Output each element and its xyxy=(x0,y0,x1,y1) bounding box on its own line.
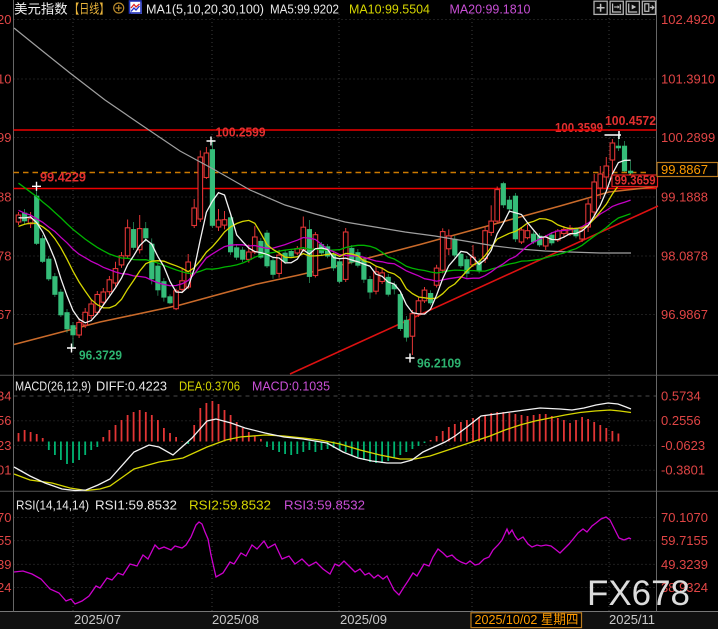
svg-text:RSI2:59.8532: RSI2:59.8532 xyxy=(189,498,271,513)
svg-text:70.1070: 70.1070 xyxy=(0,510,12,525)
svg-text:98.0878: 98.0878 xyxy=(661,249,708,264)
svg-text:99.4229: 99.4229 xyxy=(40,171,86,185)
svg-text:-0.0623: -0.0623 xyxy=(0,438,12,453)
svg-text:102.4920: 102.4920 xyxy=(661,12,715,27)
svg-text:70.1070: 70.1070 xyxy=(661,510,708,525)
svg-text:49.3239: 49.3239 xyxy=(661,557,708,572)
svg-text:98.0878: 98.0878 xyxy=(0,249,12,264)
svg-text:2025/08: 2025/08 xyxy=(212,612,259,627)
svg-text:101.3910: 101.3910 xyxy=(661,72,715,87)
svg-text:0.2556: 0.2556 xyxy=(661,413,701,428)
svg-text:49.3239: 49.3239 xyxy=(0,557,12,572)
svg-text:DEA:0.3706: DEA:0.3706 xyxy=(179,379,240,394)
svg-text:2025/10/02 星期四: 2025/10/02 星期四 xyxy=(475,612,579,627)
svg-text:RSI1:59.8532: RSI1:59.8532 xyxy=(95,498,177,513)
svg-text:99.1888: 99.1888 xyxy=(661,190,708,205)
svg-text:100.2899: 100.2899 xyxy=(661,130,715,145)
svg-text:MA20:99.1810: MA20:99.1810 xyxy=(450,2,531,17)
svg-text:2025/11: 2025/11 xyxy=(609,612,655,627)
svg-text:100.4572: 100.4572 xyxy=(605,114,656,128)
svg-text:MA1(5,10,20,30,100): MA1(5,10,20,30,100) xyxy=(146,2,264,17)
svg-text:100.2599: 100.2599 xyxy=(216,126,266,140)
svg-text:-0.0623: -0.0623 xyxy=(661,438,705,453)
svg-text:FX678: FX678 xyxy=(587,574,690,613)
svg-text:102.4920: 102.4920 xyxy=(0,12,12,27)
svg-text:59.7155: 59.7155 xyxy=(661,533,708,548)
svg-text:RSI(14,14,14): RSI(14,14,14) xyxy=(16,498,89,513)
svg-text:MA5:99.9202: MA5:99.9202 xyxy=(270,2,339,17)
svg-text:96.3729: 96.3729 xyxy=(79,349,122,363)
svg-text:99.3659: 99.3659 xyxy=(615,174,656,188)
svg-text:DIFF:0.4223: DIFF:0.4223 xyxy=(96,379,167,394)
svg-text:2025/09: 2025/09 xyxy=(340,612,387,627)
svg-text:96.2109: 96.2109 xyxy=(417,357,461,371)
svg-text:38.9324: 38.9324 xyxy=(0,580,12,595)
svg-text:100.3599: 100.3599 xyxy=(555,121,603,135)
svg-text:96.9867: 96.9867 xyxy=(661,307,708,322)
svg-text:【日线】: 【日线】 xyxy=(69,2,109,17)
svg-text:101.3910: 101.3910 xyxy=(0,72,12,87)
svg-text:-0.3801: -0.3801 xyxy=(661,463,705,478)
svg-text:MACD(26,12,9): MACD(26,12,9) xyxy=(15,379,91,394)
svg-text:99.8867: 99.8867 xyxy=(661,162,708,177)
svg-text:2025/07: 2025/07 xyxy=(74,612,121,627)
svg-text:-0.3801: -0.3801 xyxy=(0,463,12,478)
svg-text:MACD:0.1035: MACD:0.1035 xyxy=(252,379,330,394)
svg-text:0.5734: 0.5734 xyxy=(0,389,12,404)
svg-text:0.2556: 0.2556 xyxy=(0,413,12,428)
svg-text:MA10:99.5504: MA10:99.5504 xyxy=(349,2,430,17)
svg-text:59.7155: 59.7155 xyxy=(0,533,12,548)
svg-text:96.9867: 96.9867 xyxy=(0,307,12,322)
svg-text:美元指数: 美元指数 xyxy=(14,2,68,17)
svg-text:RSI3:59.8532: RSI3:59.8532 xyxy=(284,498,365,513)
svg-text:99.1888: 99.1888 xyxy=(0,190,12,205)
svg-text:0.5734: 0.5734 xyxy=(661,389,701,404)
svg-text:100.2899: 100.2899 xyxy=(0,130,12,145)
svg-text:38.9324: 38.9324 xyxy=(661,580,708,595)
